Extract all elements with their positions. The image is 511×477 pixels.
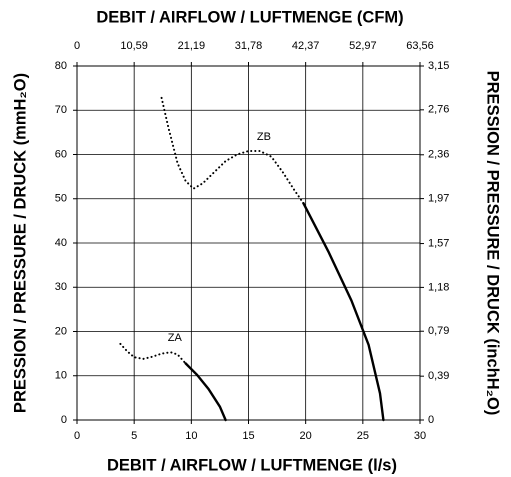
y-tick-label: 80 [55, 60, 67, 72]
x-tick-label: 25 [357, 430, 369, 442]
y2-tick-label: 2,36 [428, 149, 449, 161]
y2-axis-title: PRESSION / PRESSURE / DRUCK (inchH₂O) [484, 71, 502, 416]
y-tick-label: 70 [55, 104, 67, 116]
x2-axis-title: DEBIT / AIRFLOW / LUFTMENGE (CFM) [96, 8, 403, 26]
fan-curve [160, 96, 305, 205]
x2-tick-label: 31,78 [235, 40, 263, 52]
x-axis-title: DEBIT / AIRFLOW / LUFTMENGE (l/s) [107, 456, 397, 474]
y2-tick-label: 3,15 [428, 60, 449, 72]
y2-tick-label: 1,18 [428, 281, 449, 293]
curve-label: ZA [168, 332, 183, 344]
fan-curve [119, 342, 187, 365]
y2-tick-label: 2,76 [428, 104, 449, 116]
x-tick-label: 15 [242, 430, 254, 442]
y-tick-label: 0 [61, 414, 67, 426]
y2-tick-label: 0 [428, 414, 434, 426]
y-tick-label: 20 [55, 325, 67, 337]
x2-tick-label: 63,56 [406, 40, 434, 52]
y-tick-label: 40 [55, 237, 67, 249]
x-tick-label: 5 [131, 430, 137, 442]
y2-tick-label: 0,79 [428, 325, 449, 337]
x-tick-label: 10 [185, 430, 197, 442]
fan-curve [184, 362, 227, 422]
x2-tick-label: 42,37 [292, 40, 320, 52]
y-tick-label: 10 [55, 370, 67, 382]
y2-tick-label: 1,97 [428, 193, 449, 205]
y-tick-label: 60 [55, 148, 67, 160]
fan-curve [302, 202, 385, 422]
x-tick-label: 20 [300, 430, 312, 442]
x2-tick-label: 52,97 [349, 40, 377, 52]
x-tick-label: 0 [74, 430, 80, 442]
y-tick-label: 50 [55, 193, 67, 205]
y2-tick-label: 1,57 [428, 237, 449, 249]
y-axis-title: PRESSION / PRESSURE / DRUCK (mmH₂O) [11, 73, 29, 413]
x-tick-label: 30 [414, 430, 426, 442]
curve-label: ZB [257, 131, 271, 143]
plot-frame [76, 65, 421, 421]
x2-tick-label: 10,59 [120, 40, 148, 52]
y2-tick-label: 0,39 [428, 370, 449, 382]
x2-tick-label: 0 [74, 40, 80, 52]
x2-tick-label: 21,19 [178, 40, 206, 52]
y-tick-label: 30 [55, 281, 67, 293]
